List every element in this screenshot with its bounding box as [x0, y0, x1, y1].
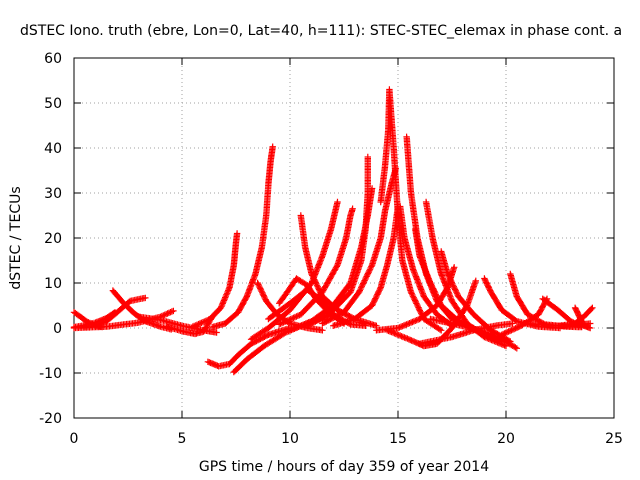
- series-19-markers: [304, 153, 371, 329]
- x-tick-label: 20: [497, 431, 515, 447]
- series-24-markers: [397, 203, 456, 329]
- series-10-markers: [189, 230, 241, 330]
- series-8: [204, 324, 294, 370]
- series-31: [427, 315, 520, 352]
- series-31-markers: [427, 315, 520, 352]
- series-19: [304, 153, 371, 329]
- chart-title: dSTEC Iono. truth (ebre, Lon=0, Lat=40, …: [20, 23, 622, 39]
- data-series: [70, 86, 596, 376]
- y-tick-label: 10: [44, 276, 62, 292]
- x-tick-label: 10: [281, 431, 299, 447]
- y-tick-label: 30: [44, 186, 62, 202]
- series-22: [377, 86, 445, 334]
- y-tick-label: 40: [44, 141, 62, 157]
- x-tick-label: 15: [389, 431, 407, 447]
- y-tick-label: -20: [39, 411, 62, 427]
- y-tick-label: 0: [53, 321, 62, 337]
- y-axis-title: dSTEC / TECUs: [8, 186, 24, 289]
- y-tick-label: 60: [44, 51, 62, 67]
- x-tick-label: 0: [70, 431, 79, 447]
- series-38: [524, 320, 594, 329]
- series-24: [397, 203, 456, 329]
- series-29: [384, 277, 479, 350]
- series-20: [319, 165, 399, 327]
- series-17: [276, 205, 356, 328]
- series-11: [209, 143, 276, 331]
- axis-ticks: 0 5 10 15 20 25 -20 -10 0 10 20 30 40 50 60: [39, 51, 623, 447]
- y-tick-label: -10: [39, 366, 62, 382]
- x-tick-label: 25: [605, 431, 623, 447]
- series-10: [189, 230, 241, 330]
- series-29-markers: [384, 277, 479, 350]
- series-8-markers: [204, 324, 294, 370]
- grid: [74, 58, 614, 418]
- series-38-markers: [524, 320, 594, 329]
- x-tick-label: 5: [178, 431, 187, 447]
- series-17-markers: [276, 205, 356, 328]
- series-16: [247, 198, 341, 343]
- series-16-markers: [247, 198, 341, 343]
- y-tick-label: 20: [44, 231, 62, 247]
- y-tick-label: 50: [44, 96, 62, 112]
- series-22-markers: [377, 86, 445, 334]
- series-11-markers: [209, 143, 276, 331]
- series-20-markers: [319, 165, 399, 327]
- x-axis-title: GPS time / hours of day 359 of year 2014: [199, 459, 489, 475]
